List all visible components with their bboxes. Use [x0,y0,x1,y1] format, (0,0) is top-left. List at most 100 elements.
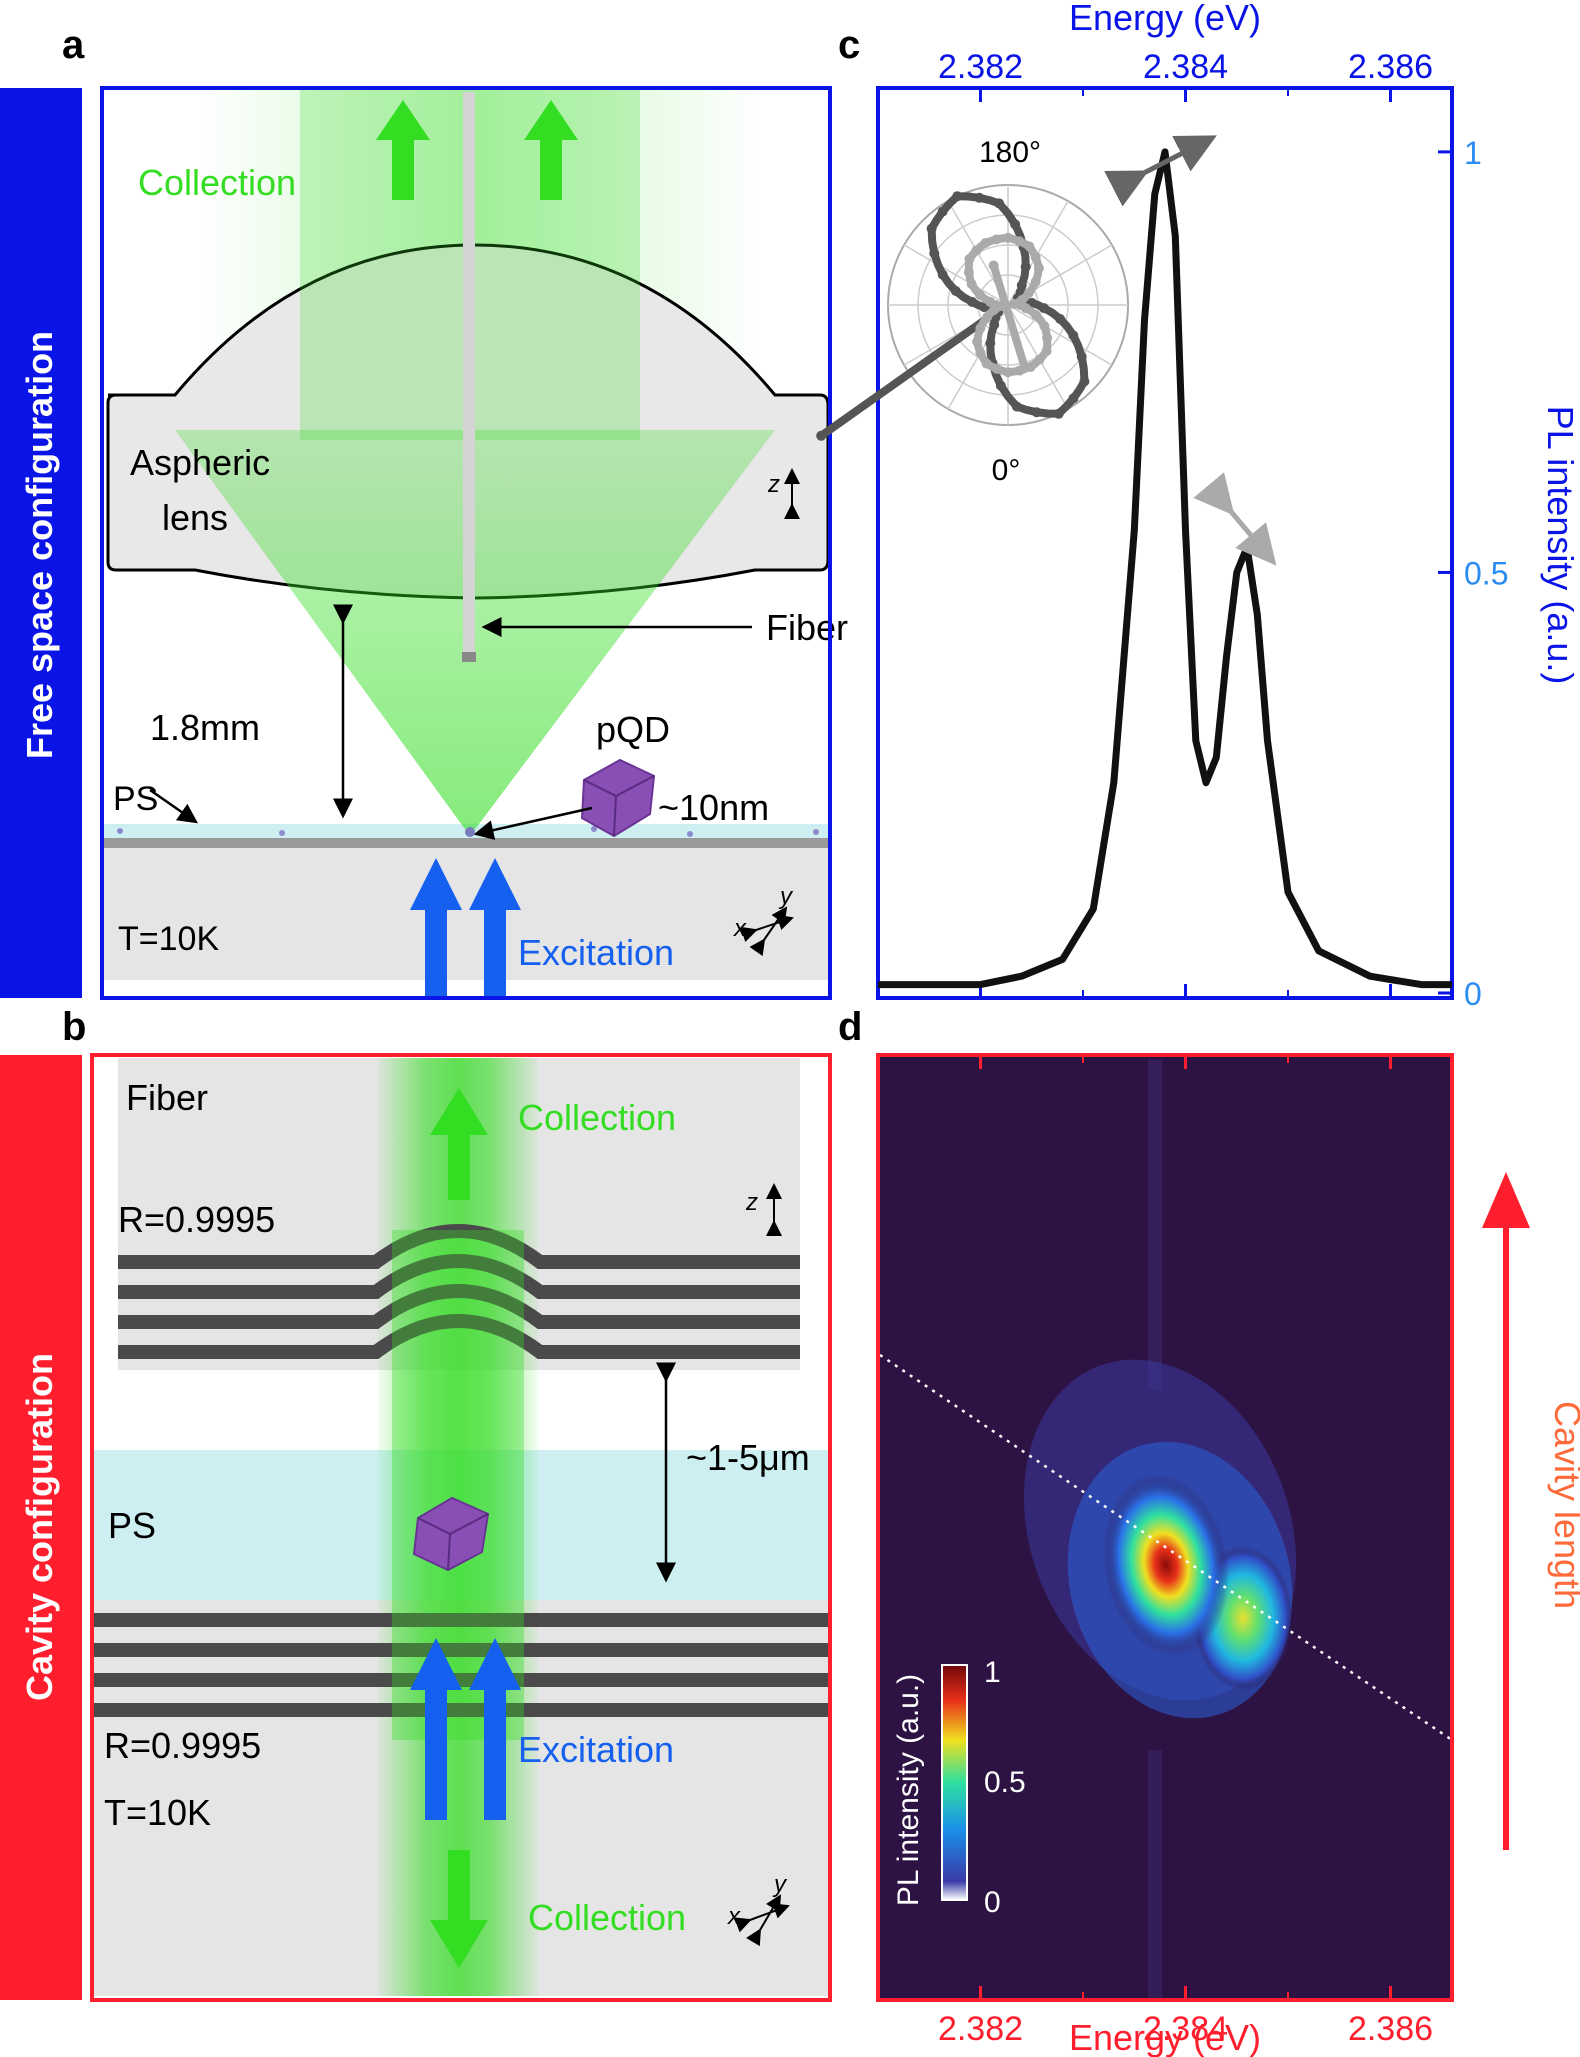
y-axis-arrow-a [749,906,788,957]
polar-point [1041,346,1052,356]
polar-point [1042,332,1053,343]
x-axis-label-b: x [727,1903,741,1930]
mirror-layer [118,1254,800,1299]
panel-d-frame [876,1053,1454,2002]
z-axis-label-b: z [745,1189,758,1216]
excitation-arrow-right-b [469,1638,521,1820]
particle [591,826,597,832]
polar-point [1030,276,1041,287]
c-x-axis-title: Energy (eV) [1069,0,1261,38]
polar-point [952,191,963,202]
collection-arrow-left [376,100,430,200]
panel-label-b: b [62,1005,86,1049]
pqd-cube-edge-b [417,1513,489,1571]
polar-point [980,238,991,248]
polar-point [1010,219,1021,230]
polar-point [967,296,978,307]
ps-label-b: PS [108,1505,156,1546]
c-x-tick-label: 2.382 [938,48,1023,86]
polar-point [988,305,999,316]
polar-point [1034,354,1045,365]
cavity-length-arrowhead [1482,1172,1530,1228]
panel-label-c: c [838,23,860,67]
pqd-cube-icon [580,758,656,838]
excitation-label-a: Excitation [518,932,674,973]
c-y-tick-label: 0 [1464,976,1482,1012]
polar-point [1031,407,1042,418]
panel-b-frame [90,1053,832,2002]
collection-arrow-right [524,100,578,200]
particle [813,829,819,835]
colorbar-tick-1: 1 [984,1656,1001,1689]
cavity-side-bar [0,1055,82,2000]
polar-point [971,245,982,256]
d-x-tick-label: 2.382 [938,2010,1023,2048]
polar-point [964,254,975,264]
polar-point [1068,393,1079,404]
panel-d-heatmap: PL intensity (a.u.) 1 0.5 0 2.382 2.384 2.… [876,1053,1580,2057]
polar-point [1011,401,1022,412]
collection-label-a: Collection [138,162,296,203]
c-x-tick-label: 2.384 [1143,48,1228,86]
polar-point [1076,351,1087,362]
polar-point [1079,376,1090,387]
top-mirror-stack [118,1224,800,1359]
polar-point [1016,280,1027,291]
polar-point [994,198,1005,209]
particle [687,831,693,837]
polar-point [991,234,1002,245]
d-x-tick-label: 2.384 [1143,2010,1228,2048]
polar-point [974,289,985,300]
collection-label-b-bottom: Collection [528,1897,686,1938]
panel-c-spectrum: Energy (eV) PL intensity (a.u.) 2.382 2.3… [816,0,1580,1012]
polar-point [989,319,1000,330]
polar-point [995,380,1006,391]
y-axis-label-b: y [772,1871,788,1898]
fiber-tip [462,652,476,662]
polar-point [1053,408,1064,419]
polar-point [937,206,948,217]
polar-label-0: 0° [992,454,1021,487]
polar-point [981,358,992,369]
polar-point [1008,299,1019,309]
pqd-size-label: ~10nm [658,787,769,828]
lens-label-line1: Aspheric [130,442,270,483]
temperature-label-b: T=10K [104,1792,211,1833]
collection-arrow-top [430,1088,488,1200]
fiber-label-a: Fiber [766,607,848,648]
polar-point [1014,365,1025,376]
c-x-tick-label: 2.386 [1348,48,1433,86]
polar-point [1020,261,1031,272]
polar-point [929,248,940,259]
collection-arrow-bottom [430,1850,488,1968]
polar-point [1033,263,1044,274]
temperature-label-a: T=10K [118,920,219,958]
polar-point [1024,241,1035,252]
gap-label: ~1-5μm [686,1437,810,1478]
polar-point [937,269,948,280]
polar-point [1039,321,1050,331]
y-axis-arrow-b [746,1894,782,1947]
colorbar-tick-0: 0 [984,1886,1001,1919]
mirror-layer [118,1284,800,1329]
excitation-arrow-right [469,858,521,998]
mirror-layer [118,1314,800,1359]
pqd-pointer [473,806,593,840]
reflectivity-top: R=0.9995 [118,1199,275,1240]
collection-label-b-top: Collection [518,1097,676,1138]
polar-point [975,347,986,358]
polar-point [972,336,983,347]
particle [279,830,285,836]
heatmap-streak [1148,1060,1162,1390]
particle [117,828,123,834]
polar-point [1038,303,1049,314]
bottom-mirror-stack [94,1613,828,1717]
mirror-layer [118,1224,800,1269]
cavity-length-label: Cavity length [1547,1401,1580,1609]
colorbar [941,1664,968,1901]
polar-point [1031,310,1042,321]
polar-point [1025,362,1036,372]
polarization-arrow-peak2 [1193,472,1277,566]
polar-series [816,191,1090,441]
quantum-dot [465,827,475,837]
